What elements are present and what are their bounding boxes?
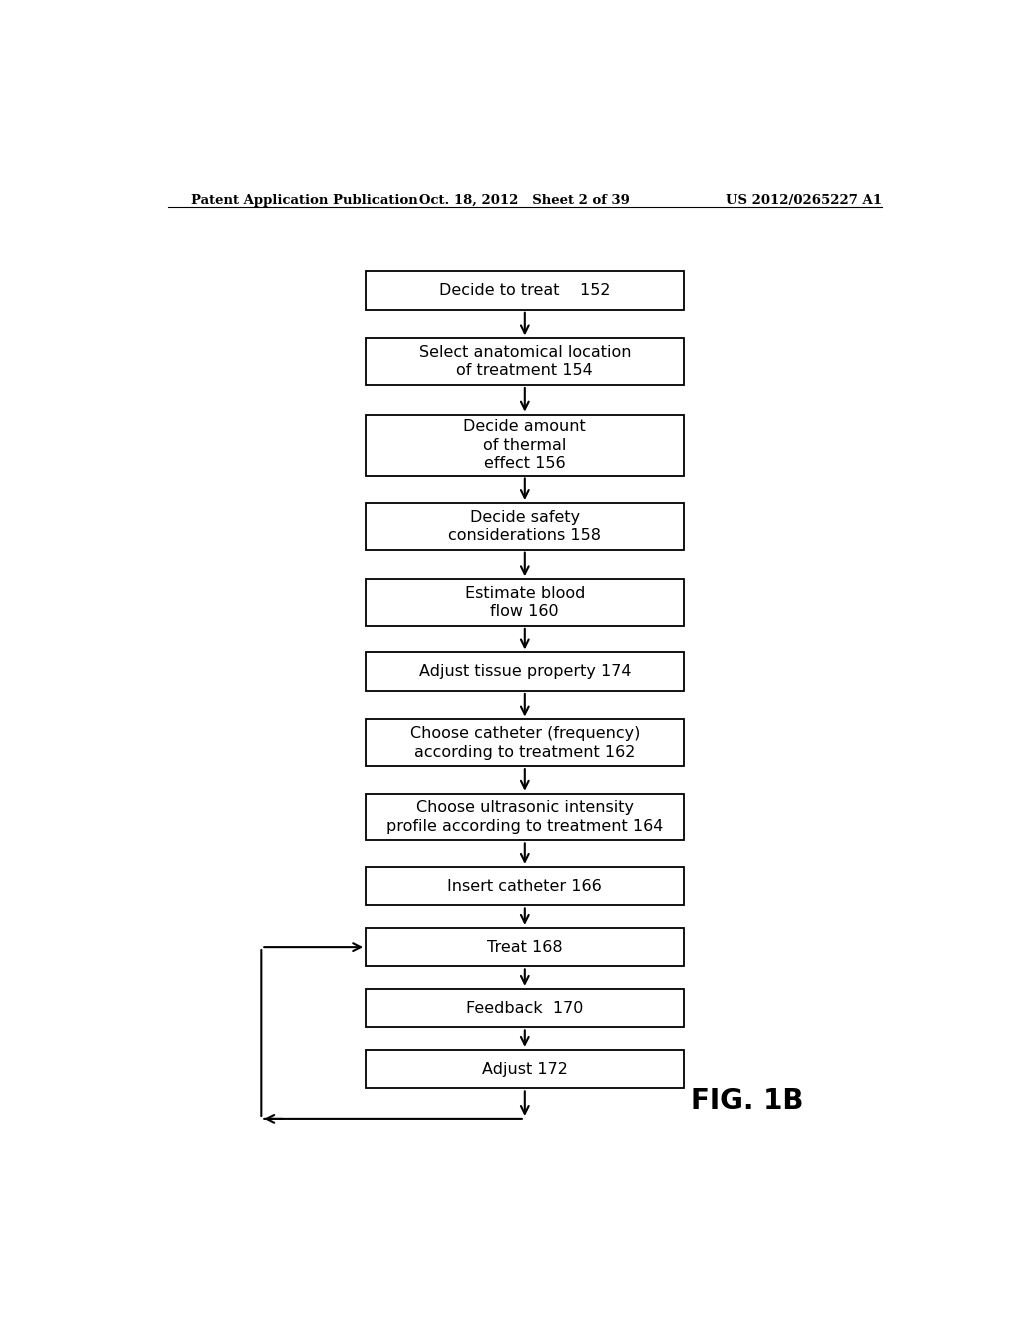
Text: Patent Application Publication: Patent Application Publication — [191, 194, 418, 207]
Text: US 2012/0265227 A1: US 2012/0265227 A1 — [726, 194, 882, 207]
Text: Choose catheter (frequency)
according to treatment 162: Choose catheter (frequency) according to… — [410, 726, 640, 759]
FancyBboxPatch shape — [367, 271, 684, 310]
Text: Choose ultrasonic intensity
profile according to treatment 164: Choose ultrasonic intensity profile acco… — [386, 800, 664, 834]
Text: Decide amount
of thermal
effect 156: Decide amount of thermal effect 156 — [464, 418, 586, 471]
FancyBboxPatch shape — [367, 1049, 684, 1089]
Text: FIG. 1B: FIG. 1B — [691, 1086, 803, 1114]
FancyBboxPatch shape — [367, 652, 684, 690]
Text: Estimate blood
flow 160: Estimate blood flow 160 — [465, 586, 585, 619]
FancyBboxPatch shape — [367, 989, 684, 1027]
Text: Decide to treat    152: Decide to treat 152 — [439, 282, 610, 298]
FancyBboxPatch shape — [367, 867, 684, 906]
FancyBboxPatch shape — [367, 414, 684, 475]
FancyBboxPatch shape — [367, 338, 684, 385]
Text: Select anatomical location
of treatment 154: Select anatomical location of treatment … — [419, 345, 631, 379]
FancyBboxPatch shape — [367, 928, 684, 966]
Text: Feedback  170: Feedback 170 — [466, 1001, 584, 1015]
FancyBboxPatch shape — [367, 719, 684, 766]
FancyBboxPatch shape — [367, 579, 684, 626]
Text: Insert catheter 166: Insert catheter 166 — [447, 879, 602, 894]
Text: Decide safety
considerations 158: Decide safety considerations 158 — [449, 510, 601, 543]
Text: Treat 168: Treat 168 — [487, 940, 562, 954]
FancyBboxPatch shape — [367, 503, 684, 549]
Text: Oct. 18, 2012   Sheet 2 of 39: Oct. 18, 2012 Sheet 2 of 39 — [420, 194, 630, 207]
FancyBboxPatch shape — [367, 793, 684, 841]
Text: Adjust tissue property 174: Adjust tissue property 174 — [419, 664, 631, 680]
Text: Adjust 172: Adjust 172 — [482, 1061, 567, 1077]
